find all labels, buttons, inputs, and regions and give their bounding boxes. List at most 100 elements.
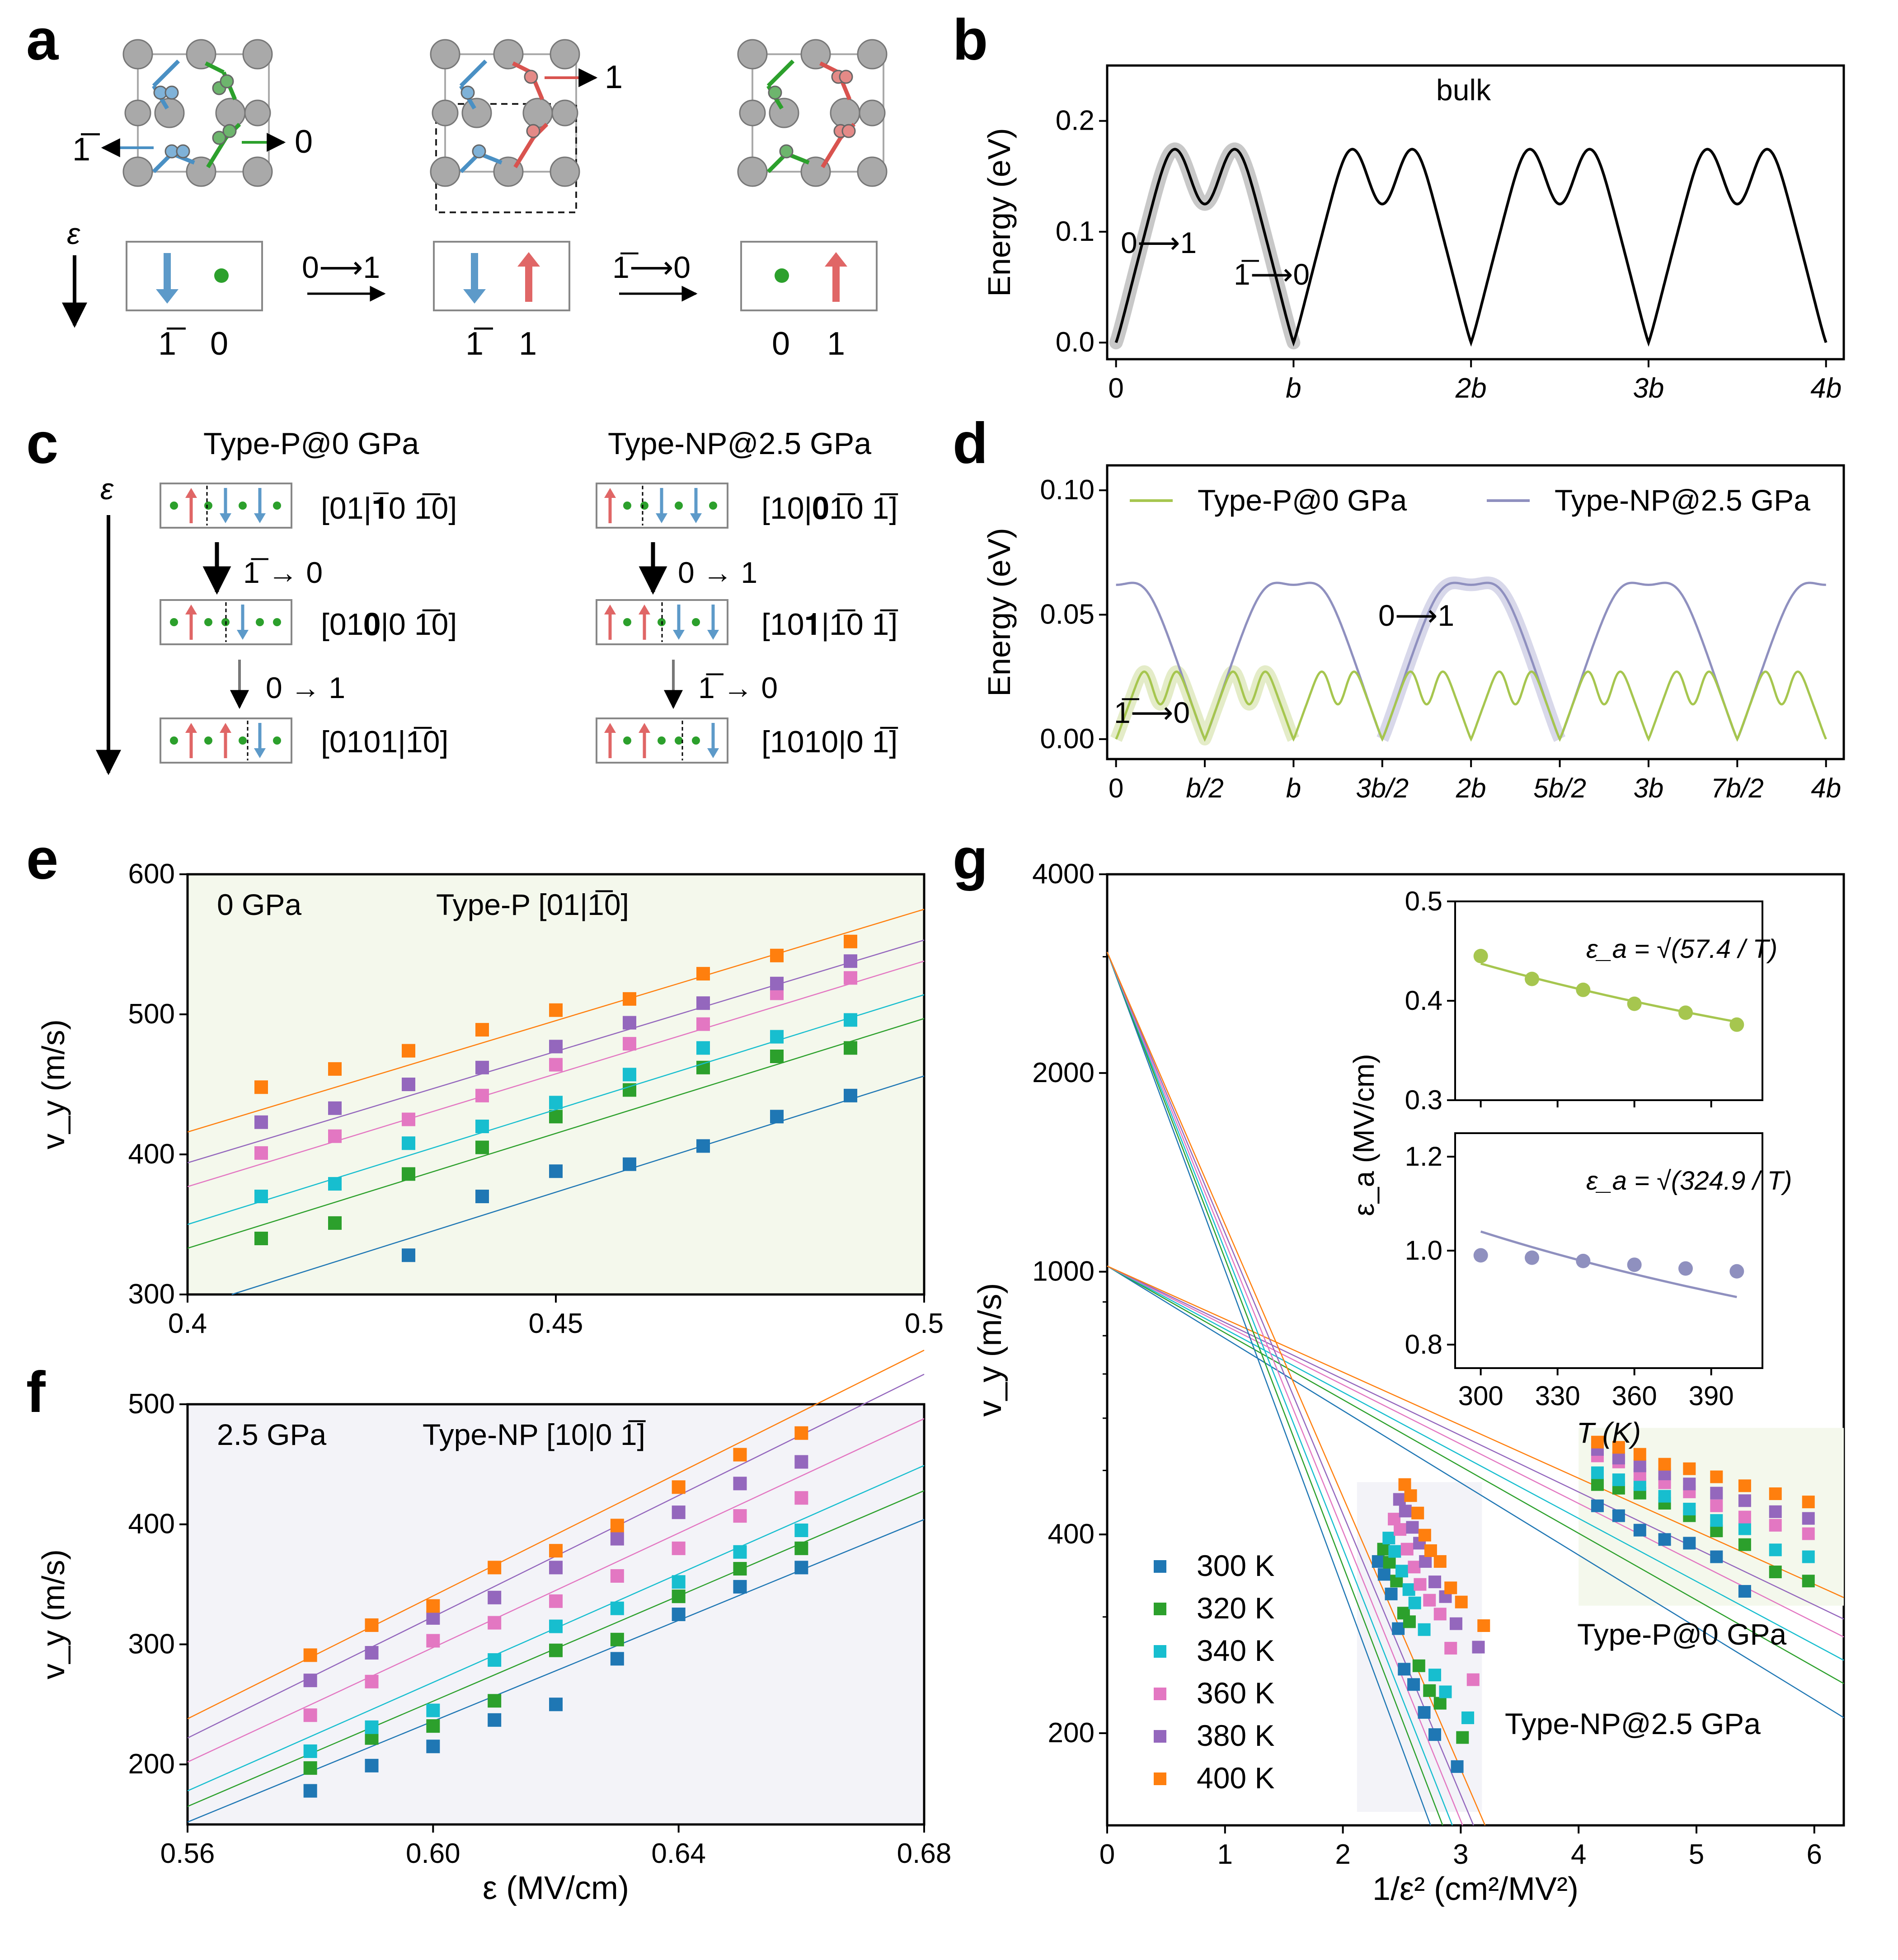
- e-point-380K: [254, 1115, 268, 1129]
- panel-c-domain-boxes: [160, 483, 728, 764]
- f-point-400K: [426, 1599, 440, 1613]
- g-p-point-380K: [1802, 1512, 1815, 1525]
- panel-letter-g: g: [953, 827, 988, 891]
- transition-arrow-1: 0⟶1: [302, 250, 386, 302]
- f-point-340K: [794, 1524, 808, 1537]
- g_inset_bottom-xtick-label: 330: [1535, 1381, 1580, 1411]
- e-point-320K: [844, 1041, 857, 1055]
- f-ylabel: v_y (m/s): [36, 1549, 71, 1679]
- g-p-point-320K: [1802, 1575, 1815, 1588]
- g-np-point-300K: [1418, 1706, 1431, 1719]
- f-point-360K: [488, 1616, 502, 1630]
- c-right-box-3-dot: [623, 736, 631, 745]
- c-left-box-3-dot: [273, 736, 281, 745]
- g_inset_bottom-ytick-label: 1.0: [1405, 1235, 1442, 1266]
- e-point-400K: [549, 1003, 563, 1017]
- g_inset_top-point: [1576, 982, 1591, 997]
- g-label-type-p: Type-P@0 GPa: [1577, 1618, 1786, 1651]
- f-point-380K: [426, 1611, 440, 1625]
- g_inset_bottom-fit-curve: [1480, 1230, 1737, 1299]
- c-right-box-1-dot: [640, 502, 648, 510]
- c-right-box-3: [596, 717, 728, 764]
- f-ytick-label: 500: [128, 1388, 175, 1420]
- b-ytick-label: 0.0: [1056, 327, 1095, 358]
- g-p-point-400K: [1658, 1458, 1671, 1471]
- f-point-380K: [549, 1561, 563, 1575]
- g-p-point-340K: [1738, 1522, 1751, 1535]
- g-np-point-360K: [1400, 1543, 1414, 1556]
- g-typep-fit-300K: [1107, 1266, 1844, 1718]
- g_inset_top-ytick-label: 0.3: [1405, 1085, 1442, 1115]
- e-point-380K: [328, 1101, 342, 1115]
- e-point-340K: [549, 1096, 563, 1110]
- e-ytick-label: 400: [128, 1139, 175, 1170]
- g-xtick-label: 3: [1453, 1839, 1468, 1870]
- c-left-box-2-dot: [273, 618, 281, 626]
- e-point-400K: [254, 1080, 268, 1094]
- g-xtick-label: 2: [1335, 1839, 1350, 1870]
- g-ytick-label: 1000: [1032, 1256, 1095, 1287]
- panel-letter-b: b: [953, 8, 988, 72]
- b-annotation-1bar-to-0: 1̅⟶0: [1234, 258, 1310, 291]
- g-np-point-300K: [1385, 1587, 1398, 1600]
- c-left-box-2-dot: [170, 618, 178, 626]
- g-typep-fit-360K: [1107, 1265, 1844, 1638]
- box3-right-label: 1: [827, 326, 845, 362]
- g-legend-swatch-380K: [1154, 1730, 1166, 1743]
- e-point-360K: [475, 1088, 489, 1102]
- e-point-340K: [328, 1177, 342, 1191]
- f-point-380K: [733, 1477, 747, 1491]
- panel-c-left-state-2: [01𝟎|0 1̅0]: [321, 607, 457, 642]
- box2-right-label: 1: [519, 326, 537, 362]
- d-xtick-label: b: [1286, 773, 1301, 803]
- g-np-point-300K: [1372, 1555, 1385, 1568]
- panel-c-right-state-2: [10𝟏|1̅0 1̅]: [761, 607, 898, 642]
- crystal-structure-3: [737, 39, 888, 187]
- g-p-point-320K: [1591, 1478, 1604, 1491]
- e-point-360K: [402, 1112, 415, 1126]
- g-p-point-300K: [1591, 1499, 1604, 1512]
- e-point-300K: [696, 1139, 710, 1153]
- g-typenp-fit-340K: [1106, 952, 1453, 1826]
- panel-c-left-title: Type-P@0 GPa: [203, 427, 419, 461]
- panel-letter-c: c: [26, 411, 58, 476]
- g-np-point-400K: [1477, 1619, 1490, 1632]
- f-point-380K: [303, 1674, 317, 1688]
- transition-2-label: 1̅⟶0: [612, 250, 691, 285]
- f-point-400K: [365, 1618, 379, 1632]
- f-point-300K: [733, 1580, 747, 1594]
- g-p-point-360K: [1769, 1519, 1782, 1532]
- f-xtick-label: 0.64: [651, 1838, 706, 1869]
- g-legend-swatch-300K: [1154, 1560, 1166, 1573]
- g-p-point-380K: [1710, 1486, 1723, 1500]
- g-typep-fit-340K: [1107, 1266, 1844, 1661]
- g-np-point-300K: [1377, 1568, 1391, 1581]
- c-right-box-2-down-arrow-head: [707, 630, 719, 640]
- e-point-400K: [696, 967, 710, 981]
- g-np-point-320K: [1433, 1697, 1447, 1710]
- f-point-300K: [610, 1652, 624, 1666]
- b-annotation-0-to-1: 0⟶1: [1121, 226, 1197, 259]
- c-right-box-3-dot: [658, 736, 666, 745]
- c-right-box-2-up-arrow-head: [639, 605, 650, 614]
- box1-right-label: 0: [210, 326, 228, 362]
- c-left-box-2: [160, 599, 292, 645]
- g-typenp-fit-320K: [1106, 952, 1443, 1826]
- g-np-point-340K: [1388, 1545, 1401, 1558]
- d-xtick-label: 3b/2: [1356, 773, 1409, 803]
- f-point-360K: [303, 1708, 317, 1722]
- f-point-300K: [426, 1740, 440, 1754]
- c-right-box-2-dot: [692, 618, 700, 626]
- g-np-point-380K: [1406, 1521, 1419, 1534]
- g-p-point-380K: [1769, 1505, 1782, 1518]
- f-point-360K: [794, 1491, 808, 1505]
- g-p-point-400K: [1769, 1487, 1782, 1500]
- e-point-400K: [844, 934, 857, 948]
- b-axes-frame: [1106, 64, 1845, 361]
- g-p-point-380K: [1633, 1459, 1646, 1472]
- g-p-point-380K: [1683, 1477, 1696, 1491]
- panel-c-right-state-3: [1010|0 1̅]: [761, 725, 898, 759]
- e-point-400K: [475, 1023, 489, 1037]
- f-point-300K: [672, 1608, 686, 1621]
- e-text-type: Type-P [01|1̅0]: [436, 888, 629, 921]
